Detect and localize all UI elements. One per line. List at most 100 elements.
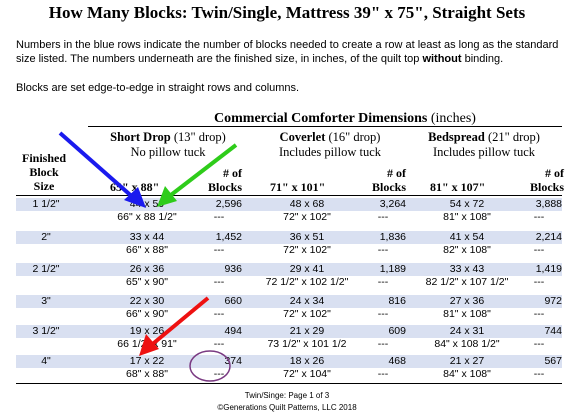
finished-size: 72" x 102" — [283, 211, 331, 223]
block-count-dims: 29 x 41 — [289, 263, 325, 275]
table-title-text: Commercial Comforter Dimensions — [214, 111, 428, 126]
block-count: 1,452 — [215, 231, 242, 243]
block-count: 1,189 — [379, 263, 406, 275]
block-size-cell: 2" — [41, 231, 51, 243]
finished-count: --- — [213, 276, 225, 288]
block-count: 744 — [544, 325, 562, 337]
table-row — [16, 325, 562, 338]
block-count: 468 — [388, 355, 406, 367]
table-row — [16, 263, 562, 276]
finished-count: --- — [377, 368, 389, 380]
block-count: 609 — [388, 325, 406, 337]
finished-count: --- — [533, 338, 545, 350]
header-rule — [16, 195, 562, 196]
block-count: 567 — [544, 355, 562, 367]
finished-count: --- — [377, 276, 389, 288]
footer-page-info: Twin/Singe: Page 1 of 3 — [244, 391, 330, 400]
intro-paragraph: Numbers in the blue rows indicate the nu… — [16, 38, 564, 66]
block-count-dims: 24 x 31 — [449, 325, 485, 337]
finished-size: 72 1/2" x 102 1/2" — [265, 276, 349, 288]
highlight-circle — [189, 350, 231, 382]
finished-count: --- — [533, 211, 545, 223]
size-header-coverlet: 71" x 101" — [270, 180, 326, 194]
block-count-dims: 18 x 26 — [289, 355, 325, 367]
table-row — [16, 295, 562, 308]
finished-size: 66" x 88" — [126, 244, 168, 256]
finished-count: --- — [533, 276, 545, 288]
block-count-dims: 33 x 44 — [129, 231, 165, 243]
table-row — [16, 198, 562, 211]
page-title: How Many Blocks: Twin/Single, Mattress 3… — [48, 3, 526, 22]
finished-size: 72" x 102" — [283, 244, 331, 256]
block-size-cell: 1 1/2" — [32, 198, 60, 210]
finished-count: --- — [533, 368, 545, 380]
block-count-dims: 21 x 27 — [449, 355, 485, 367]
intro-text-end: binding. — [461, 53, 504, 65]
blue-arrow-icon — [58, 131, 146, 208]
block-count-dims: 24 x 34 — [289, 295, 325, 307]
finished-size: 65" x 90" — [126, 276, 168, 288]
block-count: 1,419 — [535, 263, 562, 275]
finished-count: --- — [377, 308, 389, 320]
finished-size: 84" x 108" — [443, 368, 491, 380]
finished-block-size-header: Finished Block Size — [21, 151, 66, 193]
block-count-dims: 22 x 30 — [129, 295, 165, 307]
finished-size: 82" x 108" — [443, 244, 491, 256]
finished-count: --- — [377, 244, 389, 256]
block-size-cell: 4" — [41, 355, 51, 367]
block-size-cell: 2 1/2" — [32, 263, 60, 275]
finished-size: 72" x 104" — [283, 368, 331, 380]
block-count: 3,264 — [379, 198, 406, 210]
finished-size: 81" x 108" — [443, 308, 491, 320]
block-count-dims: 36 x 51 — [289, 231, 325, 243]
layout-note: Blocks are set edge-to-edge in straight … — [16, 82, 300, 94]
finished-count: --- — [213, 368, 225, 380]
block-count-dims: 19 x 26 — [129, 325, 165, 337]
finished-size: 68" x 88" — [126, 368, 168, 380]
block-count: 936 — [224, 263, 242, 275]
table-row — [16, 355, 562, 368]
finished-count: --- — [213, 211, 225, 223]
block-size-cell: 3 1/2" — [32, 325, 60, 337]
finished-size: 72" x 102" — [283, 308, 331, 320]
block-count: 3,888 — [535, 198, 562, 210]
block-count-dims: 17 x 22 — [129, 355, 165, 367]
block-count-dims: 41 x 54 — [449, 231, 485, 243]
blocks-header-bedspread: # of Blocks — [529, 166, 564, 194]
finished-size: 81" x 108" — [443, 211, 491, 223]
blocks-header-coverlet: # of Blocks — [371, 166, 406, 194]
block-count: 374 — [224, 355, 242, 367]
footer-copyright: ©Generations Quilt Patterns, LLC 2018 — [217, 403, 357, 412]
block-count-dims: 48 x 68 — [289, 198, 325, 210]
table-bottom-rule — [16, 383, 562, 384]
finished-size: 66" x 88 1/2" — [117, 211, 177, 223]
block-count: 2,214 — [535, 231, 562, 243]
finished-size: 84" x 108 1/2" — [434, 338, 500, 350]
block-count: 972 — [544, 295, 562, 307]
green-arrow-icon — [157, 143, 238, 207]
table-title: Commercial Comforter Dimensions (inches) — [130, 111, 560, 127]
block-count: 660 — [224, 295, 242, 307]
block-count: 816 — [388, 295, 406, 307]
finished-count: --- — [533, 244, 545, 256]
finished-size: 66" x 90" — [126, 308, 168, 320]
group-header-bedspread: Bedspread (21" drop) Includes pillow tuck — [428, 130, 540, 159]
block-size-cell: 3" — [41, 295, 51, 307]
finished-count: --- — [213, 244, 225, 256]
block-count: 1,836 — [379, 231, 406, 243]
finished-size: 73 1/2" x 101 1/2 — [267, 338, 347, 350]
block-count-dims: 27 x 36 — [449, 295, 485, 307]
block-count-dims: 21 x 29 — [289, 325, 325, 337]
finished-size: 82 1/2" x 107 1/2" — [425, 276, 509, 288]
finished-count: --- — [377, 211, 389, 223]
finished-count: --- — [533, 308, 545, 320]
intro-text-start: Numbers in the blue rows indicate the nu… — [16, 39, 559, 65]
intro-emphasis: without — [422, 53, 462, 65]
block-count: 494 — [224, 325, 242, 337]
table-title-units: (inches) — [430, 111, 476, 126]
size-header-bedspread: 81" x 107" — [430, 180, 486, 194]
block-count-dims: 26 x 36 — [129, 263, 165, 275]
block-count-dims: 54 x 72 — [449, 198, 485, 210]
blocks-header-short-drop: # of Blocks — [207, 166, 242, 194]
